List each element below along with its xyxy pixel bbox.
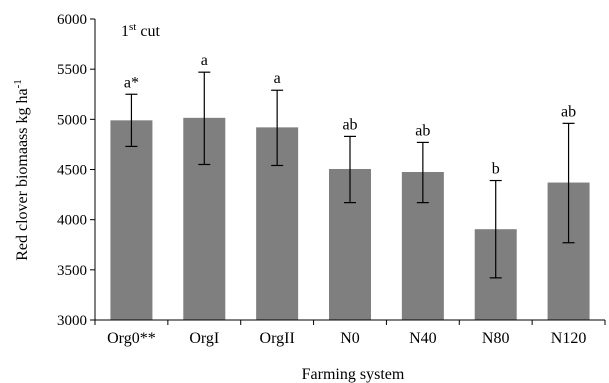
significance-label: a <box>201 52 208 69</box>
panel-label-main: 1 <box>121 23 129 40</box>
panel-label-sup: st <box>129 21 136 33</box>
y-axis-title-sup: -1 <box>12 79 24 88</box>
y-tick-label: 3000 <box>57 313 87 329</box>
bar-Org0 <box>110 120 153 320</box>
y-ticks-group: 3000 3500 4000 4500 5000 5500 6000 <box>57 12 95 329</box>
y-axis-title-main: Red clover biomaass kg ha <box>14 88 31 260</box>
y-tick-label: 4500 <box>57 163 87 179</box>
error-bars-group <box>125 71 575 279</box>
significance-labels-group: a* a a ab ab b ab <box>124 52 576 177</box>
y-axis-title: Red clover biomaass kg ha-1 <box>12 79 31 261</box>
x-tick-label: Org0** <box>107 330 156 347</box>
x-ticks-group: Org0** OrgI OrgII N0 N40 N80 N120 <box>107 330 586 347</box>
y-tick-label: 4000 <box>57 213 87 229</box>
panel-label-rest: cut <box>136 23 160 40</box>
significance-label: b <box>492 161 500 178</box>
x-tick-label: N120 <box>551 330 587 347</box>
significance-label: ab <box>342 116 357 133</box>
x-axis-title: Farming system <box>302 366 405 383</box>
x-tick-label: OrgI <box>189 330 219 347</box>
x-tick-label: N40 <box>409 330 437 347</box>
x-tick-label: N80 <box>482 330 510 347</box>
x-tick-label: N0 <box>340 330 360 347</box>
y-tick-label: 6000 <box>57 12 87 28</box>
y-tick-label: 5000 <box>57 112 87 128</box>
significance-label: ab <box>415 122 430 139</box>
x-tick-label: OrgII <box>260 330 295 347</box>
panel-label: 1st cut <box>121 21 160 40</box>
y-tick-label: 5500 <box>57 62 87 78</box>
significance-label: a* <box>124 74 139 91</box>
significance-label: ab <box>561 103 576 120</box>
significance-label: a <box>274 70 281 87</box>
y-tick-label: 3500 <box>57 263 87 279</box>
